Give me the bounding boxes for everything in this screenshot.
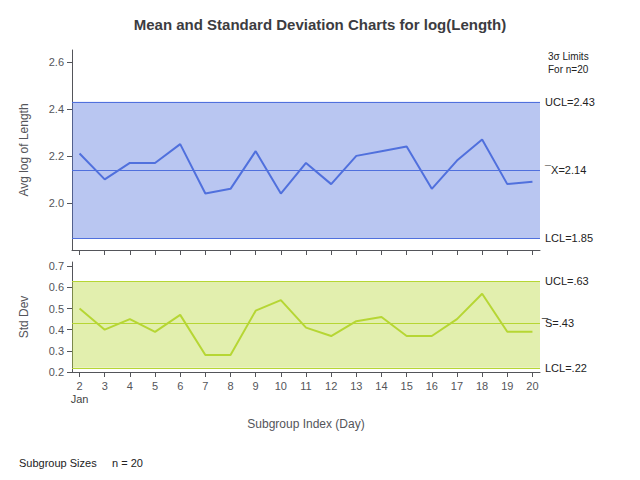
svg-text:15: 15 — [401, 380, 413, 392]
svg-text:0.7: 0.7 — [49, 260, 64, 272]
svg-text:UCL=.63: UCL=.63 — [545, 275, 589, 287]
svg-text:11: 11 — [300, 380, 311, 392]
svg-text:13: 13 — [350, 380, 362, 392]
svg-text:12: 12 — [325, 380, 337, 392]
svg-text:Std Dev: Std Dev — [17, 296, 31, 339]
svg-text:19: 19 — [501, 380, 513, 392]
svg-text:10: 10 — [275, 380, 287, 392]
svg-text:3σ Limits: 3σ Limits — [548, 51, 589, 62]
svg-text:2.2: 2.2 — [49, 150, 64, 162]
svg-text:0.5: 0.5 — [49, 303, 64, 315]
svg-text:LCL=.22: LCL=.22 — [545, 362, 587, 374]
svg-text:0.4: 0.4 — [49, 324, 64, 336]
svg-text:2.4: 2.4 — [49, 103, 64, 115]
svg-text:0.6: 0.6 — [49, 281, 64, 293]
svg-text:8: 8 — [227, 380, 233, 392]
svg-text:̅S=.43: ̅S=.43 — [541, 317, 574, 329]
svg-text:Mean and Standard Deviation Ch: Mean and Standard Deviation Charts for l… — [134, 16, 507, 33]
svg-text:5: 5 — [152, 380, 158, 392]
svg-text:18: 18 — [476, 380, 488, 392]
svg-text:Avg log of Length: Avg log of Length — [17, 103, 31, 196]
svg-text:3: 3 — [102, 380, 108, 392]
svg-text:Jan: Jan — [71, 393, 89, 405]
svg-text:UCL=2.43: UCL=2.43 — [545, 96, 595, 108]
svg-text:20: 20 — [526, 380, 538, 392]
svg-text:0.2: 0.2 — [49, 366, 64, 378]
svg-text:14: 14 — [375, 380, 387, 392]
svg-text:¯X=2.14: ¯X=2.14 — [544, 164, 586, 176]
svg-text:9: 9 — [253, 380, 259, 392]
svg-text:2: 2 — [76, 380, 82, 392]
svg-text:4: 4 — [127, 380, 133, 392]
svg-text:Subgroup Sizes: Subgroup Sizes — [19, 457, 97, 469]
svg-text:16: 16 — [426, 380, 438, 392]
svg-text:0.3: 0.3 — [49, 345, 64, 357]
svg-text:Subgroup Index (Day): Subgroup Index (Day) — [247, 417, 364, 431]
svg-text:17: 17 — [451, 380, 463, 392]
svg-text:For n=20: For n=20 — [548, 64, 589, 75]
svg-text:n = 20: n = 20 — [112, 457, 143, 469]
svg-text:6: 6 — [177, 380, 183, 392]
svg-text:2.0: 2.0 — [49, 197, 64, 209]
svg-text:7: 7 — [202, 380, 208, 392]
svg-text:2.6: 2.6 — [49, 56, 64, 68]
svg-text:LCL=1.85: LCL=1.85 — [545, 232, 593, 244]
